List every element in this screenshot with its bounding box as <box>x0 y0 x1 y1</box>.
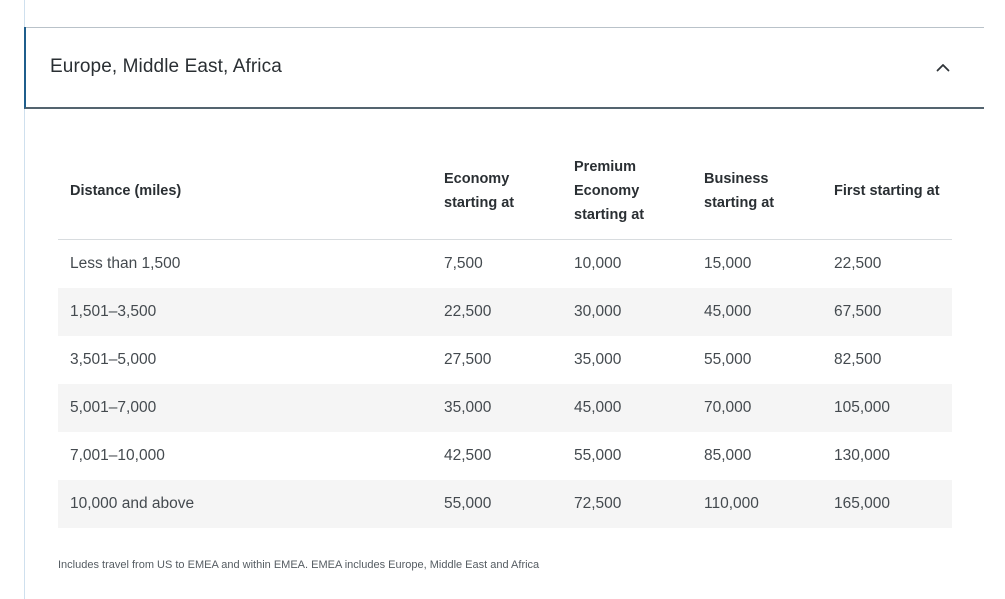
first-cell: 105,000 <box>822 384 952 432</box>
economy-cell: 7,500 <box>444 255 483 272</box>
distance-cell: 10,000 and above <box>58 480 432 528</box>
accordion-title: Europe, Middle East, Africa <box>50 56 282 77</box>
first-cell: 165,000 <box>822 480 952 528</box>
header-premium-economy: Premium Economy starting at <box>562 142 692 240</box>
previous-accordion-section <box>25 0 984 28</box>
table-row: 7,001–10,000 42,500 55,000 85,000 130,00… <box>58 432 952 480</box>
first-cell: 82,500 <box>834 351 882 368</box>
table-row: 5,001–7,000 35,000 45,000 70,000 105,000 <box>58 384 952 432</box>
first-cell: 22,500 <box>834 255 882 272</box>
table-row: Less than 1,500 7,500 10,000 15,000 22,5… <box>58 240 952 289</box>
economy-cell: 27,500 <box>444 351 492 368</box>
left-border <box>24 0 25 599</box>
table-row: 10,000 and above 55,000 72,500 110,000 1… <box>58 480 952 528</box>
business-cell: 55,000 <box>704 351 752 368</box>
premium-economy-cell: 35,000 <box>574 351 622 368</box>
economy-cell: 35,000 <box>432 384 562 432</box>
footnote: Includes travel from US to EMEA and with… <box>58 559 540 571</box>
premium-economy-cell: 72,500 <box>562 480 692 528</box>
award-chart-table: Distance (miles) Economy starting at Pre… <box>58 142 952 528</box>
business-cell: 45,000 <box>692 288 822 336</box>
header-economy: Economy starting at <box>432 142 562 240</box>
business-cell: 110,000 <box>692 480 822 528</box>
premium-economy-cell: 30,000 <box>562 288 692 336</box>
premium-economy-cell: 55,000 <box>574 447 622 464</box>
premium-economy-cell: 10,000 <box>574 255 622 272</box>
distance-cell: 7,001–10,000 <box>70 447 165 464</box>
premium-economy-cell: 45,000 <box>562 384 692 432</box>
accordion-header-emea[interactable]: Europe, Middle East, Africa <box>24 27 984 109</box>
business-cell: 15,000 <box>704 255 752 272</box>
first-cell: 130,000 <box>834 447 891 464</box>
economy-cell: 55,000 <box>432 480 562 528</box>
business-cell: 70,000 <box>692 384 822 432</box>
header-first: First starting at <box>822 142 952 240</box>
business-cell: 85,000 <box>704 447 752 464</box>
first-cell: 67,500 <box>822 288 952 336</box>
distance-cell: 1,501–3,500 <box>58 288 432 336</box>
distance-cell: Less than 1,500 <box>70 255 181 272</box>
header-business: Business starting at <box>692 142 822 240</box>
economy-cell: 22,500 <box>432 288 562 336</box>
table-row: 3,501–5,000 27,500 35,000 55,000 82,500 <box>58 336 952 384</box>
table-header-row: Distance (miles) Economy starting at Pre… <box>58 142 952 240</box>
economy-cell: 42,500 <box>444 447 492 464</box>
header-distance: Distance (miles) <box>58 142 432 240</box>
table-row: 1,501–3,500 22,500 30,000 45,000 67,500 <box>58 288 952 336</box>
distance-cell: 3,501–5,000 <box>70 351 157 368</box>
chevron-up-icon[interactable] <box>924 47 962 87</box>
distance-cell: 5,001–7,000 <box>58 384 432 432</box>
